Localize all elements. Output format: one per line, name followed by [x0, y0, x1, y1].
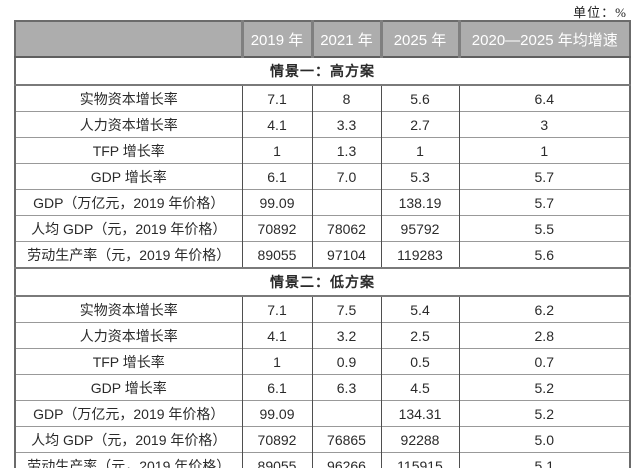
column-header-2025: 2025 年 — [379, 21, 459, 58]
row-label: 实物资本增长率 — [15, 84, 242, 112]
table-row: TFP 增长率 1 0.9 0.5 0.7 — [15, 348, 630, 375]
row-label: GDP 增长率 — [15, 163, 242, 190]
table-row: 人均 GDP（元，2019 年价格） 70892 78062 95792 5.5 — [15, 215, 630, 242]
section-title: 情景二：低方案 — [15, 267, 630, 297]
value-cell: 70892 — [241, 426, 312, 453]
value-cell: 5.6 — [380, 84, 459, 112]
value-cell: 7.1 — [241, 84, 312, 112]
unit-label: 单位：% — [573, 5, 627, 20]
row-label: 人力资本增长率 — [15, 322, 242, 349]
value-cell: 1 — [241, 348, 312, 375]
value-cell — [311, 189, 381, 216]
table-row: GDP 增长率 6.1 7.0 5.3 5.7 — [15, 163, 630, 190]
value-cell: 134.31 — [380, 400, 459, 427]
row-label: TFP 增长率 — [15, 137, 242, 164]
column-header-average-growth: 2020—2025 年均增速 — [457, 21, 630, 58]
value-cell: 138.19 — [380, 189, 459, 216]
value-cell: 2.8 — [458, 322, 630, 349]
value-cell: 1 — [241, 137, 312, 164]
value-cell: 5.4 — [380, 295, 459, 323]
value-cell: 7.5 — [311, 295, 381, 323]
value-cell: 0.9 — [311, 348, 381, 375]
value-cell: 89055 — [241, 452, 312, 468]
table-row: 实物资本增长率 7.1 8 5.6 6.4 — [15, 84, 630, 112]
column-header-blank — [15, 21, 242, 58]
value-cell: 76865 — [311, 426, 381, 453]
row-label: GDP（万亿元，2019 年价格） — [15, 189, 242, 216]
row-label: 劳动生产率（元，2019 年价格） — [15, 241, 242, 268]
section-header-row: 情景二：低方案 — [15, 267, 630, 297]
section-header-row: 情景一：高方案 — [15, 57, 630, 86]
table-header-row: 2019 年 2021 年 2025 年 2020—2025 年均增速 — [15, 21, 630, 58]
value-cell: 7.0 — [311, 163, 381, 190]
value-cell: 5.6 — [458, 241, 630, 268]
section-title: 情景一：高方案 — [15, 57, 630, 86]
value-cell: 3.2 — [311, 322, 381, 349]
value-cell: 1.3 — [311, 137, 381, 164]
value-cell: 78062 — [311, 215, 381, 242]
table-row: GDP 增长率 6.1 6.3 4.5 5.2 — [15, 374, 630, 401]
row-label: 人力资本增长率 — [15, 111, 242, 138]
value-cell: 99.09 — [241, 400, 312, 427]
row-label: GDP（万亿元，2019 年价格） — [15, 400, 242, 427]
value-cell: 1 — [458, 137, 630, 164]
value-cell: 1 — [380, 137, 459, 164]
value-cell: 6.1 — [241, 374, 312, 401]
column-header-2019: 2019 年 — [240, 21, 312, 58]
value-cell: 3.3 — [311, 111, 381, 138]
row-label: 实物资本增长率 — [15, 295, 242, 323]
row-label: GDP 增长率 — [15, 374, 242, 401]
value-cell: 8 — [311, 84, 381, 112]
value-cell: 5.0 — [458, 426, 630, 453]
value-cell: 6.1 — [241, 163, 312, 190]
table-body: 情景一：高方案 实物资本增长率 7.1 8 5.6 6.4 人力资本增长率 4.1 3.3 2.7… — [15, 57, 630, 468]
value-cell: 5.1 — [458, 452, 630, 468]
row-label: 人均 GDP（元，2019 年价格） — [15, 426, 242, 453]
value-cell: 70892 — [241, 215, 312, 242]
table-row: 劳动生产率（元，2019 年价格） 89055 96266 115915 5.1 — [15, 452, 630, 468]
value-cell: 5.5 — [458, 215, 630, 242]
value-cell: 115915 — [380, 452, 459, 468]
table-row: GDP（万亿元，2019 年价格） 99.09 138.19 5.7 — [15, 189, 630, 216]
value-cell: 96266 — [311, 452, 381, 468]
projection-table: 2019 年 2021 年 2025 年 2020—2025 年均增速 情景一：… — [14, 20, 631, 468]
value-cell: 4.1 — [241, 322, 312, 349]
value-cell: 6.4 — [458, 84, 630, 112]
value-cell: 5.2 — [458, 400, 630, 427]
value-cell: 119283 — [380, 241, 459, 268]
table-row: 劳动生产率（元，2019 年价格） 89055 97104 119283 5.6 — [15, 241, 630, 268]
value-cell: 5.7 — [458, 163, 630, 190]
table-row: 实物资本增长率 7.1 7.5 5.4 6.2 — [15, 295, 630, 323]
value-cell: 95792 — [380, 215, 459, 242]
table-row: 人力资本增长率 4.1 3.3 2.7 3 — [15, 111, 630, 138]
table-row: 人力资本增长率 4.1 3.2 2.5 2.8 — [15, 322, 630, 349]
value-cell: 6.2 — [458, 295, 630, 323]
row-label: 劳动生产率（元，2019 年价格） — [15, 452, 242, 468]
table-row: GDP（万亿元，2019 年价格） 99.09 134.31 5.2 — [15, 400, 630, 427]
value-cell — [311, 400, 381, 427]
value-cell: 2.7 — [380, 111, 459, 138]
column-header-2021: 2021 年 — [310, 21, 381, 58]
value-cell: 99.09 — [241, 189, 312, 216]
value-cell: 5.7 — [458, 189, 630, 216]
value-cell: 3 — [458, 111, 630, 138]
row-label: TFP 增长率 — [15, 348, 242, 375]
value-cell: 0.7 — [458, 348, 630, 375]
value-cell: 5.2 — [458, 374, 630, 401]
value-cell: 7.1 — [241, 295, 312, 323]
value-cell: 89055 — [241, 241, 312, 268]
table-row: 人均 GDP（元，2019 年价格） 70892 76865 92288 5.0 — [15, 426, 630, 453]
value-cell: 6.3 — [311, 374, 381, 401]
value-cell: 97104 — [311, 241, 381, 268]
table-row: TFP 增长率 1 1.3 1 1 — [15, 137, 630, 164]
value-cell: 92288 — [380, 426, 459, 453]
row-label: 人均 GDP（元，2019 年价格） — [15, 215, 242, 242]
value-cell: 0.5 — [380, 348, 459, 375]
value-cell: 2.5 — [380, 322, 459, 349]
value-cell: 4.1 — [241, 111, 312, 138]
value-cell: 4.5 — [380, 374, 459, 401]
value-cell: 5.3 — [380, 163, 459, 190]
